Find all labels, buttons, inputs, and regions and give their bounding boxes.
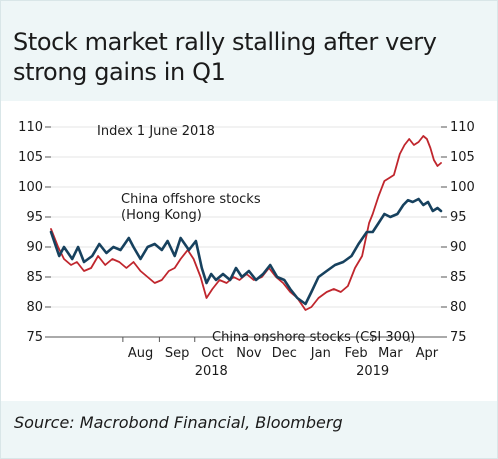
y-tick-label-right-85: 85 <box>450 270 467 285</box>
x-tick-label-nov: Nov <box>236 346 262 361</box>
x-tick-label-feb: Feb <box>345 346 368 361</box>
y-tick-label-right-95: 95 <box>450 210 467 225</box>
y-tick-label-right-100: 100 <box>450 180 475 195</box>
y-tick-label-left-75: 75 <box>26 330 43 345</box>
x-tick-label-mar: Mar <box>378 346 403 361</box>
y-tick-label-left-80: 80 <box>26 300 43 315</box>
x-tick-label-aug: Aug <box>128 346 153 361</box>
axis-layer: 75 75 80 80 85 85 90 90 95 95 100 100 105 105 110 110 Au… <box>18 120 475 379</box>
chart-title: Stock market rally stalling after very s… <box>13 28 437 86</box>
x-tick-label-apr: Apr <box>416 346 439 361</box>
chart-svg: 75 75 80 80 85 85 90 90 95 95 100 100 105 105 110 110 Au… <box>18 120 475 379</box>
y-tick-label-right-80: 80 <box>450 300 467 315</box>
y-tick-label-right-90: 90 <box>450 240 467 255</box>
series-layer <box>49 135 443 311</box>
plot-area: 75 75 80 80 85 85 90 90 95 95 100 100 105 105 110 110 Au… <box>1 101 497 401</box>
x-tick-label-dec: Dec <box>272 346 297 361</box>
series-line-offshore <box>49 197 443 306</box>
grid-layer <box>51 126 441 338</box>
y-tick-label-right-75: 75 <box>450 330 467 345</box>
x-tick-label-jan: Jan <box>310 346 331 361</box>
y-tick-label-left-100: 100 <box>18 180 43 195</box>
y-tick-label-right-105: 105 <box>450 150 475 165</box>
chart-annotation: Index 1 June 2018 <box>97 124 215 139</box>
series-line-onshore <box>50 135 442 311</box>
y-tick-label-left-95: 95 <box>26 210 43 225</box>
series-label-offshore-line-1: China offshore stocks <box>121 192 261 207</box>
series-label-onshore: China onshore stocks (CSI 300) <box>212 330 415 345</box>
y-tick-label-left-110: 110 <box>18 120 43 135</box>
source-note: Source: Macrobond Financial, Bloomberg <box>14 413 343 432</box>
year-label-2019: 2019 <box>356 364 389 379</box>
y-tick-label-right-110: 110 <box>450 120 475 135</box>
y-tick-label-left-90: 90 <box>26 240 43 255</box>
x-tick-label-sep: Sep <box>165 346 190 361</box>
x-tick-label-oct: Oct <box>201 346 223 361</box>
y-tick-label-left-105: 105 <box>18 150 43 165</box>
year-label-2018: 2018 <box>195 364 228 379</box>
y-tick-label-left-85: 85 <box>26 270 43 285</box>
series-label-offshore-line-2: (Hong Kong) <box>121 208 202 223</box>
